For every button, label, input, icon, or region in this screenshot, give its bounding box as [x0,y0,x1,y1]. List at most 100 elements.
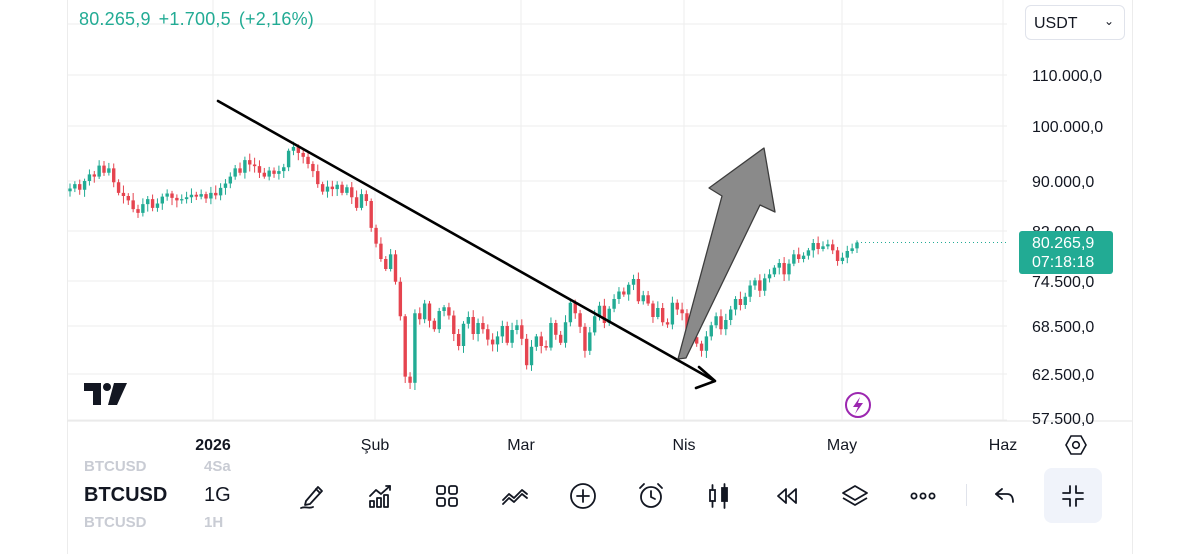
candle-body [92,174,96,177]
indicators-button[interactable] [364,480,396,512]
time-axis[interactable]: 2026 Şub Mar Nis May Haz [195,437,1017,454]
candle-body [520,325,524,339]
toolbar-divider [966,484,967,506]
alert-button[interactable] [635,480,667,512]
price-tag-value: 80.265,9 [1032,235,1095,252]
candle-body [359,194,364,208]
candle-body [282,167,286,172]
candle-body [379,243,383,259]
candle-body [262,172,267,177]
candle-body [733,299,738,310]
candle-body [311,163,315,172]
interval-next[interactable]: 1H [204,514,224,531]
price-tick-label: 74.500,0 [1032,274,1094,291]
candle-body [354,197,359,208]
symbol-button[interactable]: BTCUSD [84,484,168,506]
candle-body [82,181,87,190]
candle-body [641,295,645,302]
candle-body [218,187,223,196]
fullscreen-exit-icon [1062,484,1084,507]
candle-body [699,343,704,351]
up-arrow-shape[interactable] [677,147,776,360]
candle-body [515,325,519,330]
candle-body [758,280,762,291]
fullscreen-exit-button[interactable] [1044,468,1102,523]
candle-body [855,242,859,249]
tradingview-logo-icon[interactable] [84,383,128,405]
symbol-next[interactable]: BTCUSD [84,514,147,531]
candle-body [301,152,305,157]
compare-button[interactable] [499,480,531,512]
replay-icon [777,488,797,504]
time-tick-label: May [827,437,857,454]
candle-body [724,320,728,330]
price-tick-label: 62.500,0 [1032,367,1094,384]
candle-body [656,308,660,317]
candle-body [486,329,490,340]
layers-button[interactable] [839,480,871,512]
candle-body [116,182,121,193]
candle-body [777,263,781,268]
more-button[interactable] [907,480,939,512]
candle-body [490,339,495,345]
candle-body [787,263,791,275]
candle-body [685,313,689,333]
candle-body [719,316,723,330]
replay-button[interactable] [771,480,803,512]
candle-body [850,248,854,251]
candle-body [325,186,330,192]
price-tick-label: 57.500,0 [1032,411,1094,428]
candle-body [811,243,815,251]
candle-body [136,209,140,213]
candle-body [369,201,373,228]
candle-body [452,315,456,334]
candle-body [622,291,626,295]
interval-prev[interactable]: 4Sa [204,458,231,475]
candle-body [831,244,835,251]
candle-body [350,187,354,198]
candle-body [413,313,417,383]
templates-button[interactable] [431,480,463,512]
candle-body [233,168,237,177]
candle-body [180,199,184,201]
candle-body [189,194,194,198]
trendline[interactable] [216,99,715,382]
candle-body [461,323,466,346]
candle-body [602,305,607,323]
chart-type-button[interactable] [703,480,735,512]
candle-body [704,336,709,351]
candle-body [466,317,471,324]
candle-body [481,323,485,330]
add-button[interactable] [567,480,599,512]
candle-body [398,281,403,317]
candle-body [646,295,650,304]
symbol-prev[interactable]: BTCUSD [84,458,147,475]
candle-body [432,320,437,330]
lightning-icon[interactable] [843,392,873,422]
interval-button[interactable]: 1G [204,484,231,506]
candle-body [384,259,388,269]
currency-select[interactable]: USDT ⌄ [1025,5,1125,40]
candle-body [78,184,82,190]
chart-settings-icon[interactable] [1064,433,1088,457]
candle-body [806,250,811,256]
candle-body [87,174,92,181]
candle-body [456,334,461,346]
drawings[interactable] [216,99,776,390]
candle-body [388,254,393,269]
candle-body [447,307,451,316]
candle-body [228,176,233,184]
candle-body [442,307,446,311]
drawing-tools-button[interactable] [296,480,328,512]
candle-body [767,274,772,279]
candle-body [194,194,199,197]
candle-body [558,334,563,343]
undo-button[interactable] [989,480,1021,512]
candle-body [607,308,611,323]
time-tick-label: Nis [672,437,695,454]
candle-body [826,244,830,247]
candle-body [214,192,218,196]
candle-body [753,280,757,286]
candle-body [728,309,733,320]
